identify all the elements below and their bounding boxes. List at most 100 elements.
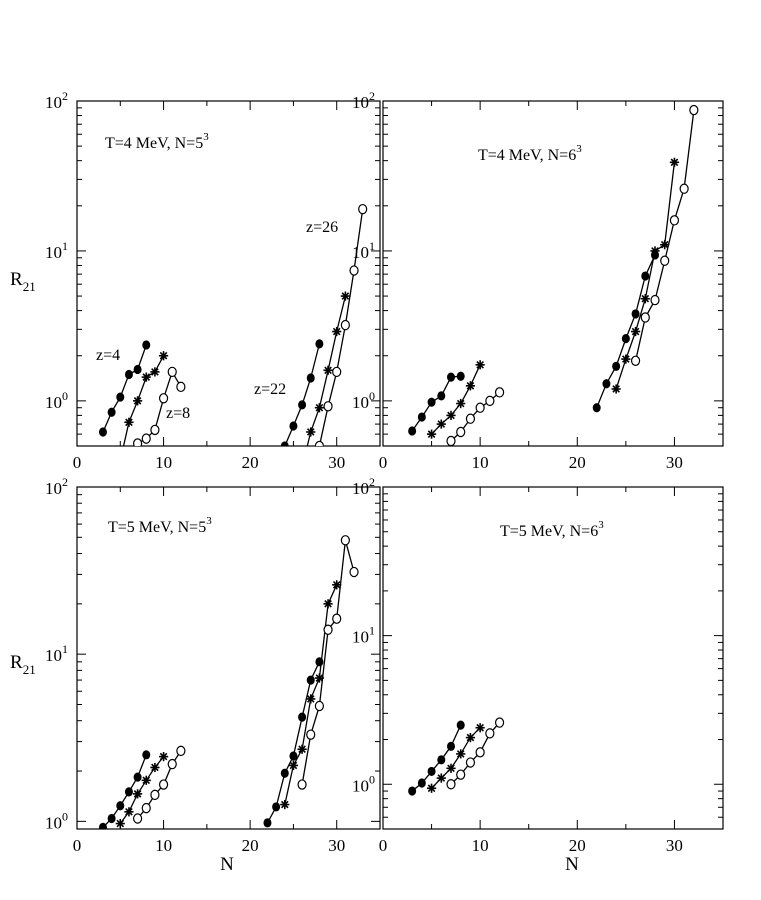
data-point-open-circle (446, 779, 456, 790)
plot-frame (76, 100, 381, 447)
panel-title: T=4 MeV, N=53 (105, 131, 209, 152)
x-tick-label: 30 (328, 836, 345, 855)
plot-area (408, 104, 699, 446)
data-point-star (456, 398, 466, 409)
x-tick-label: 0 (379, 836, 388, 855)
data-point-open-circle (332, 366, 342, 378)
data-point-open-circle (456, 769, 466, 780)
data-point-filled-circle (641, 271, 650, 281)
data-point-filled-circle (306, 675, 315, 685)
data-point-open-circle (475, 402, 485, 413)
data-point-open-circle (150, 789, 160, 801)
data-point-filled-circle (263, 818, 272, 828)
data-point-star (323, 365, 333, 375)
data-point-star (660, 240, 670, 250)
data-point-open-circle (150, 424, 160, 436)
panel-title: T=4 MeV, N=63 (478, 143, 582, 164)
data-point-open-circle (475, 747, 485, 758)
data-point-open-circle (306, 729, 316, 740)
data-point-star (640, 294, 650, 304)
data-point-filled-circle (417, 778, 426, 788)
data-point-filled-circle (456, 371, 465, 381)
plot-frame (382, 486, 724, 830)
data-point-open-circle (669, 215, 680, 226)
data-point-star (314, 403, 324, 413)
data-point-star (446, 410, 456, 420)
data-point-star (669, 157, 680, 167)
data-point-open-circle (689, 104, 699, 116)
data-point-open-circle (167, 366, 177, 378)
y-tick-label: 101 (352, 624, 375, 647)
series-line (306, 295, 347, 446)
data-point-open-circle (141, 433, 151, 444)
data-point-filled-circle (98, 427, 107, 437)
data-point-star (436, 773, 446, 783)
data-point-open-circle (158, 393, 169, 404)
x-tick-label: 20 (242, 836, 259, 855)
data-point-open-circle (340, 319, 350, 331)
data-point-filled-circle (592, 403, 601, 413)
series-line (266, 661, 320, 824)
series-line (634, 110, 695, 361)
data-point-star (288, 760, 299, 771)
plot-area (408, 717, 505, 796)
panel-title: T=5 MeV, N=63 (500, 519, 604, 540)
data-point-filled-circle (447, 372, 455, 382)
data-point-filled-circle (116, 801, 125, 811)
data-point-filled-circle (631, 309, 640, 319)
data-point-star (297, 463, 306, 472)
data-point-star (150, 762, 160, 773)
data-point-open-circle (340, 535, 350, 546)
x-tick-label: 30 (328, 453, 345, 472)
data-point-filled-circle (280, 768, 289, 778)
data-point-star (141, 372, 151, 382)
data-point-filled-circle (289, 421, 298, 431)
data-point-open-circle (358, 203, 368, 215)
data-point-filled-circle (272, 802, 281, 812)
data-point-open-circle (323, 401, 333, 412)
data-point-filled-circle (107, 813, 116, 824)
data-point-star (158, 751, 169, 762)
data-point-open-circle (485, 395, 495, 407)
series-line (122, 355, 165, 446)
data-point-filled-circle (427, 766, 436, 777)
panel-top-left: 0 10 20 30 100 101 102 T=4 MeV, N=53 z=4 z=8 z=22 z… (45, 89, 381, 472)
data-point-filled-circle (602, 379, 611, 389)
data-point-star (630, 326, 641, 337)
data-point-star (426, 429, 437, 439)
y-tick-label: 102 (352, 475, 375, 498)
data-point-filled-circle (315, 339, 324, 349)
y-tick-label: 102 (352, 89, 375, 112)
data-point-open-circle (323, 624, 333, 635)
data-point-filled-circle (408, 426, 417, 436)
data-point-open-circle (630, 355, 641, 367)
data-point-filled-circle (142, 750, 151, 760)
data-point-star (340, 291, 350, 301)
series-annotation: z=22 (254, 381, 286, 398)
data-point-filled-circle (280, 441, 289, 446)
data-point-star (323, 599, 333, 609)
y-axis-label-bottom: R21 (10, 652, 36, 677)
data-point-star (621, 354, 631, 364)
data-point-open-circle (494, 717, 505, 728)
data-point-open-circle (660, 255, 670, 266)
data-point-star (475, 360, 485, 370)
data-point-filled-circle (289, 751, 298, 761)
series-line (284, 343, 321, 446)
panel-bottom-right: 0 10 20 30 100 101 102 T=5 MeV, N=63 (352, 475, 724, 855)
plot-frame (76, 486, 381, 830)
x-tick-label: 30 (666, 836, 683, 855)
data-point-filled-circle (417, 412, 426, 422)
data-point-open-circle (167, 758, 177, 770)
x-tick-label: 20 (569, 453, 586, 472)
y-tick-label: 102 (45, 475, 68, 498)
plot-frame (382, 100, 724, 447)
data-point-star (306, 694, 316, 704)
data-point-filled-circle (408, 786, 417, 796)
panel-title: T=5 MeV, N=53 (108, 515, 212, 536)
data-point-open-circle (133, 438, 143, 446)
x-tick-label: 10 (472, 453, 489, 472)
data-point-filled-circle (456, 720, 465, 730)
data-point-filled-circle (447, 741, 455, 751)
data-point-filled-circle (437, 391, 446, 401)
